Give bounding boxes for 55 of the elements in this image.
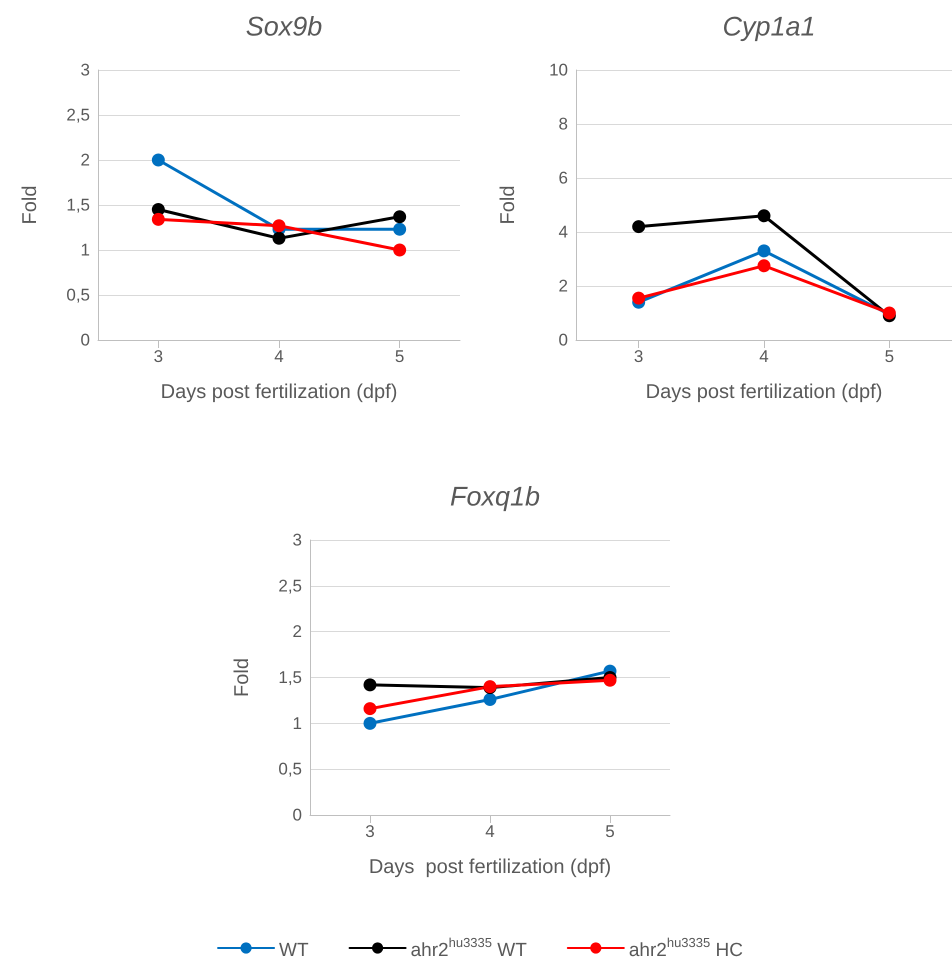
y-axis-title: Fold: [19, 186, 41, 224]
point: [758, 209, 770, 222]
point: [484, 693, 496, 706]
x-tick-label: 3: [154, 347, 164, 366]
y-tick-label: 8: [558, 114, 568, 134]
y-tick-label: 1: [292, 714, 302, 733]
y-tick-label: 3: [292, 530, 302, 550]
x-tick-label: 5: [884, 347, 894, 366]
y-tick-label: 2,5: [66, 106, 90, 124]
point: [364, 702, 376, 716]
point: [272, 232, 286, 245]
x-axis-title: Days post fertilization (dpf): [160, 381, 398, 403]
point: [152, 212, 165, 226]
point: [393, 222, 406, 236]
y-axis-title: Fold: [497, 186, 519, 224]
y-tick-label: 6: [558, 168, 568, 188]
point: [632, 292, 646, 305]
x-tick-label: 5: [605, 822, 615, 841]
x-tick-label: 4: [485, 822, 495, 841]
y-tick-label: 2: [80, 150, 90, 170]
x-tick-label: 4: [759, 347, 769, 366]
x-axis-title: Days post fertilization (dpf): [368, 856, 612, 878]
point: [758, 259, 770, 272]
x-axis-title: Days post fertilization (dpf): [646, 381, 882, 403]
point: [604, 674, 616, 687]
legend-label: WT: [279, 940, 309, 961]
y-tick-label: 0: [292, 806, 302, 824]
chart-title: Sox9b: [246, 12, 322, 42]
y-tick-label: 0,5: [278, 760, 302, 779]
point: [364, 678, 376, 692]
y-tick-label: 0: [80, 330, 90, 350]
x-tick-label: 3: [634, 347, 644, 366]
y-tick-label: 0: [558, 330, 568, 350]
point: [272, 219, 286, 232]
y-axis-title: Fold: [231, 658, 253, 697]
y-tick-label: 10: [549, 60, 568, 80]
x-tick-label: 5: [394, 347, 404, 366]
y-tick-label: 0,5: [66, 286, 90, 304]
point: [393, 210, 406, 224]
x-tick-label: 3: [365, 822, 375, 841]
point: [393, 244, 406, 256]
y-tick-label: 2: [292, 622, 302, 642]
y-tick-label: 2: [558, 276, 568, 296]
y-tick-label: 1,5: [278, 668, 302, 687]
point: [632, 220, 646, 234]
point: [364, 716, 376, 730]
y-tick-label: 3: [80, 60, 90, 80]
point: [152, 154, 165, 166]
y-tick-label: 1,5: [66, 196, 90, 214]
point: [758, 244, 770, 258]
chart-title: Cyp1a1: [722, 12, 816, 42]
chart-title: Foxq1b: [450, 482, 540, 512]
y-tick-label: 1: [80, 240, 90, 260]
y-tick-label: 2,5: [278, 576, 302, 596]
y-tick-label: 4: [558, 222, 568, 242]
